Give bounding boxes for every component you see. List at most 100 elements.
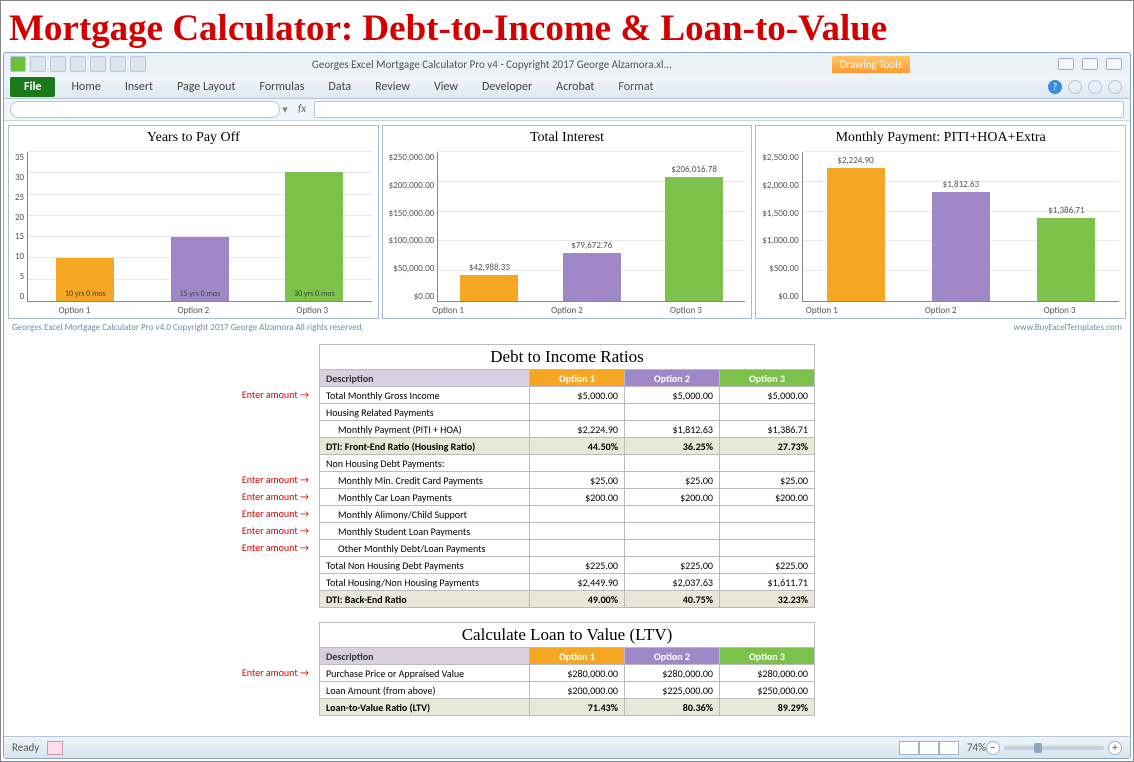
row-desc: Non Housing Debt Payments: [320, 455, 530, 472]
normal-view-icon[interactable] [899, 741, 919, 755]
doc-minimize-icon[interactable] [1088, 80, 1102, 94]
tab-formulas[interactable]: Formulas [247, 76, 316, 98]
cell [530, 523, 625, 540]
help-icon[interactable]: ? [1048, 80, 1062, 94]
cell [625, 404, 720, 421]
cell: $280,000.00 [720, 665, 815, 682]
print-icon[interactable] [110, 56, 126, 72]
col-header: Option 2 [625, 370, 720, 387]
cell: $5,000.00 [530, 387, 625, 404]
page-break-view-icon[interactable] [939, 741, 959, 755]
cell: $225.00 [625, 557, 720, 574]
zoom-control: − + [986, 741, 1122, 755]
cell: 27.73% [720, 438, 815, 455]
macro-record-icon[interactable] [47, 741, 63, 755]
cell: $1,611.71 [720, 574, 815, 591]
name-box[interactable] [10, 101, 280, 118]
chart-0: Years to Pay Off0510152025303510 yrs 0 m… [8, 125, 379, 319]
credits-row: Georges Excel Mortgage Calculator Pro v4… [8, 319, 1126, 336]
cell: $280,000.00 [530, 665, 625, 682]
tab-data[interactable]: Data [316, 76, 363, 98]
quick-access-toolbar [4, 56, 152, 72]
enter-amount-label [209, 420, 309, 437]
enter-amount-label: Enter amount → [209, 505, 309, 522]
cell [720, 455, 815, 472]
close-icon[interactable] [1106, 58, 1122, 70]
row-desc: Monthly Payment (PITI + HOA) [320, 421, 530, 438]
tab-insert[interactable]: Insert [113, 76, 165, 98]
sort-icon[interactable] [90, 56, 106, 72]
ltv-enter-labels: Enter amount → [209, 664, 309, 715]
excel-logo-icon [10, 56, 26, 72]
maximize-icon[interactable] [1082, 58, 1098, 70]
enter-amount-label: Enter amount → [209, 488, 309, 505]
cell: 40.75% [625, 591, 720, 608]
zoom-percent[interactable]: 74% [967, 741, 986, 754]
tab-home[interactable]: Home [59, 76, 112, 98]
format-tab[interactable]: Format [606, 76, 665, 98]
enter-amount-label [209, 437, 309, 454]
save-icon[interactable] [30, 56, 46, 72]
enter-amount-label: Enter amount → [209, 664, 309, 681]
col-header: Description [320, 648, 530, 665]
row-desc: Total Housing/Non Housing Payments [320, 574, 530, 591]
minimize-icon[interactable] [1058, 58, 1074, 70]
ltv-table: DescriptionOption 1Option 2Option 3Purch… [319, 647, 815, 716]
cell: $2,449.90 [530, 574, 625, 591]
cell: $25.00 [720, 472, 815, 489]
col-header: Description [320, 370, 530, 387]
tab-developer[interactable]: Developer [470, 76, 544, 98]
bar: $1,386.71 [1014, 205, 1118, 301]
row-desc: DTI: Front-End Ratio (Housing Ratio) [320, 438, 530, 455]
tab-review[interactable]: Review [363, 76, 422, 98]
enter-amount-label [209, 573, 309, 590]
row-desc: DTI: Back-End Ratio [320, 591, 530, 608]
cell [625, 455, 720, 472]
fx-icon[interactable]: fx [294, 102, 310, 118]
formula-input[interactable] [314, 101, 1124, 118]
col-header: Option 2 [625, 648, 720, 665]
status-bar: Ready 74% − + [4, 736, 1130, 758]
zoom-out-icon[interactable]: − [986, 741, 1000, 755]
tab-acrobat[interactable]: Acrobat [544, 76, 606, 98]
chart-2: Monthly Payment: PITI+HOA+Extra$0.00$500… [755, 125, 1126, 319]
row-desc: Monthly Min. Credit Card Payments [320, 472, 530, 489]
tab-view[interactable]: View [422, 76, 470, 98]
cell [720, 523, 815, 540]
page-title: Mortgage Calculator: Debt-to-Income & Lo… [3, 3, 1131, 52]
enter-amount-label [209, 556, 309, 573]
cell: $225,000.00 [625, 682, 720, 699]
cell: $5,000.00 [625, 387, 720, 404]
zoom-slider[interactable] [1004, 746, 1104, 750]
drawing-tools-tab[interactable]: Drawing Tools [832, 56, 910, 73]
bar: 30 yrs 0 mos [258, 172, 371, 301]
bar: $79,672.76 [541, 240, 642, 301]
enter-amount-label [209, 698, 309, 715]
row-desc: Total Non Housing Debt Payments [320, 557, 530, 574]
row-desc: Monthly Car Loan Payments [320, 489, 530, 506]
row-desc: Monthly Student Loan Payments [320, 523, 530, 540]
charts-row: Years to Pay Off0510152025303510 yrs 0 m… [8, 125, 1126, 319]
tab-page-layout[interactable]: Page Layout [165, 76, 247, 98]
undo-icon[interactable] [50, 56, 66, 72]
redo-icon[interactable] [70, 56, 86, 72]
window-controls [1050, 58, 1130, 70]
file-tab[interactable]: File [10, 77, 55, 97]
doc-close-icon[interactable] [1108, 80, 1122, 94]
ribbon-minimize-icon[interactable] [1068, 80, 1082, 94]
formula-bar: ▾ fx [4, 99, 1130, 121]
qat-more-icon[interactable] [130, 56, 146, 72]
zoom-in-icon[interactable]: + [1108, 741, 1122, 755]
excel-window: Georges Excel Mortgage Calculator Pro v4… [3, 52, 1131, 759]
credit-left: Georges Excel Mortgage Calculator Pro v4… [12, 322, 364, 333]
cell: $25.00 [530, 472, 625, 489]
chart-title: Total Interest [389, 130, 746, 146]
enter-amount-label [209, 681, 309, 698]
row-desc: Monthly Alimony/Child Support [320, 506, 530, 523]
ribbon-help: ? [1048, 80, 1130, 94]
cell: $200.00 [720, 489, 815, 506]
cell [625, 506, 720, 523]
row-desc: Total Monthly Gross Income [320, 387, 530, 404]
cell: 71.43% [530, 699, 625, 716]
page-layout-view-icon[interactable] [919, 741, 939, 755]
